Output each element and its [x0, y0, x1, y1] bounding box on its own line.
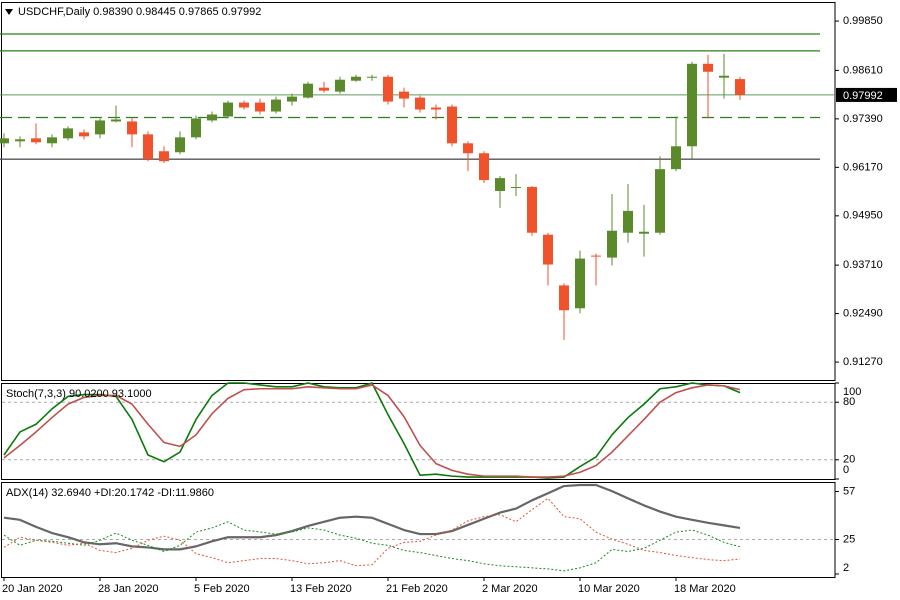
panel-title: ADX(14) 32.6940 +DI:20.1742 -DI:11.9860: [6, 487, 214, 499]
candle-body: [463, 143, 473, 154]
candle-body: [431, 107, 441, 110]
candle-body: [655, 169, 665, 233]
candle-body: [719, 75, 729, 78]
y-tick-label: 80: [843, 396, 855, 408]
candle-body: [287, 96, 297, 102]
candle-body: [639, 231, 649, 234]
candle-body: [239, 102, 249, 108]
indicator-line: [3, 382, 741, 479]
y-tick-label: 0.98610: [843, 64, 883, 76]
candle-body: [319, 87, 329, 91]
candle-body: [0, 138, 9, 144]
x-tick-label: 2 Mar 2020: [482, 583, 538, 595]
candle-body: [143, 134, 153, 160]
candle-body: [495, 178, 505, 191]
candle-body: [15, 139, 25, 142]
candle-body: [607, 230, 617, 258]
candle-body: [671, 146, 681, 170]
candle-body: [63, 128, 73, 139]
panel-frame: [1, 2, 836, 381]
y-tick-label: 0: [843, 464, 849, 476]
candle-body: [479, 153, 489, 181]
y-tick-label: 57: [843, 485, 855, 497]
indicator-line: [3, 497, 741, 567]
candle-body: [223, 102, 233, 117]
y-tick-label: 2: [843, 562, 849, 574]
last-price-tag: [836, 87, 897, 102]
candle-body: [527, 187, 537, 233]
candle-body: [159, 151, 169, 162]
x-tick-label: 18 Mar 2020: [674, 583, 736, 595]
y-tick-label: 100: [843, 386, 861, 398]
last-price-label: 0.97992: [843, 90, 883, 102]
x-tick-label: 21 Feb 2020: [386, 583, 448, 595]
candle-body: [703, 63, 713, 72]
candle-body: [511, 187, 521, 189]
symbol-menu-arrow[interactable]: [5, 9, 13, 15]
candle-body: [271, 99, 281, 112]
y-tick-label: 0.97390: [843, 113, 883, 125]
candle-body: [687, 63, 697, 147]
y-tick-label: 0.93710: [843, 259, 883, 271]
candle-body: [255, 102, 265, 112]
indicator-line: [3, 521, 741, 572]
candle-body: [575, 258, 585, 309]
y-tick-label: 0.99850: [843, 15, 883, 27]
panel-frame: [1, 383, 836, 480]
x-tick-label: 13 Feb 2020: [290, 583, 352, 595]
y-tick-label: 0.96170: [843, 161, 883, 173]
indicator-line: [3, 384, 741, 478]
panel-title: USDCHF,Daily 0.98390 0.98445 0.97865 0.9…: [18, 6, 261, 18]
x-tick-label: 10 Mar 2020: [578, 583, 640, 595]
candle-body: [79, 132, 89, 137]
candle-body: [175, 137, 185, 153]
x-tick-label: 20 Jan 2020: [2, 583, 63, 595]
candle-body: [127, 121, 137, 135]
x-tick-label: 28 Jan 2020: [98, 583, 159, 595]
candle-body: [335, 79, 345, 92]
candle-body: [95, 120, 105, 135]
panel-title: Stoch(7,3,3) 90.0200 93.1000: [6, 388, 152, 400]
candle-body: [591, 255, 601, 257]
candle-body: [559, 285, 569, 311]
y-tick-label: 25: [843, 533, 855, 545]
candle-body: [207, 114, 217, 121]
candle-body: [383, 76, 393, 102]
candle-body: [351, 76, 361, 81]
panel-frame: [1, 482, 836, 578]
candle-body: [399, 91, 409, 99]
y-tick-label: 0.94950: [843, 210, 883, 222]
indicator-line: [3, 483, 741, 551]
candle-body: [623, 210, 633, 233]
y-tick-label: 20: [843, 454, 855, 466]
candle-body: [447, 106, 457, 144]
candle-body: [735, 79, 745, 95]
candle-body: [303, 83, 313, 98]
candle-body: [367, 76, 377, 78]
y-tick-label: 0.91270: [843, 356, 883, 368]
candle-body: [31, 138, 41, 143]
candle-body: [47, 137, 57, 144]
candle-body: [111, 119, 121, 122]
candle-body: [415, 97, 425, 110]
y-tick-label: 0.92490: [843, 308, 883, 320]
candle-body: [191, 118, 201, 138]
candle-body: [543, 234, 553, 265]
x-tick-label: 5 Feb 2020: [194, 583, 250, 595]
